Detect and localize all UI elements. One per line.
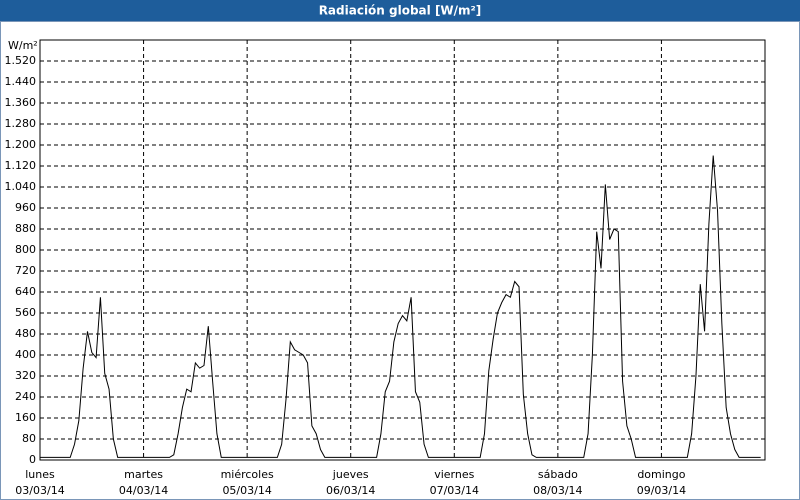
x-tick-label: sábado xyxy=(538,468,578,481)
y-tick-label: 1.200 xyxy=(5,138,37,151)
chart-title: Radiación global [W/m²] xyxy=(319,4,482,18)
y-tick-label: 960 xyxy=(15,201,36,214)
x-tick-date: 06/03/14 xyxy=(326,484,375,497)
x-tick-date: 08/03/14 xyxy=(533,484,582,497)
x-tick-label: jueves xyxy=(332,468,369,481)
y-tick-label: 560 xyxy=(15,306,36,319)
x-tick-date: 04/03/14 xyxy=(119,484,168,497)
plot-border xyxy=(39,39,766,461)
y-tick-label: 320 xyxy=(15,369,36,382)
x-tick-date: 09/03/14 xyxy=(637,484,686,497)
y-tick-label: 1.440 xyxy=(5,75,37,88)
y-tick-label: 1.520 xyxy=(5,54,37,67)
y-tick-label: 80 xyxy=(22,432,36,445)
y-tick-label: 0 xyxy=(29,453,36,466)
x-tick-label: viernes xyxy=(434,468,474,481)
x-tick-label: lunes xyxy=(25,468,55,481)
y-axis-label: W/m² xyxy=(8,39,38,52)
y-tick-label: 1.360 xyxy=(5,96,37,109)
data-line xyxy=(40,155,761,458)
title-bar xyxy=(0,0,800,21)
y-tick-label: 800 xyxy=(15,243,36,256)
x-tick-label: domingo xyxy=(637,468,685,481)
y-tick-label: 640 xyxy=(15,285,36,298)
y-tick-label: 880 xyxy=(15,222,36,235)
y-tick-label: 1.280 xyxy=(5,117,37,130)
x-tick-date: 03/03/14 xyxy=(15,484,64,497)
y-tick-label: 720 xyxy=(15,264,36,277)
y-tick-label: 1.120 xyxy=(5,159,37,172)
y-tick-label: 400 xyxy=(15,348,36,361)
y-tick-label: 240 xyxy=(15,390,36,403)
y-tick-label: 1.040 xyxy=(5,180,37,193)
x-tick-label: miércoles xyxy=(221,468,274,481)
y-tick-label: 160 xyxy=(15,411,36,424)
x-tick-date: 07/03/14 xyxy=(430,484,479,497)
y-tick-label: 480 xyxy=(15,327,36,340)
x-tick-label: martes xyxy=(124,468,163,481)
x-tick-date: 05/03/14 xyxy=(222,484,271,497)
